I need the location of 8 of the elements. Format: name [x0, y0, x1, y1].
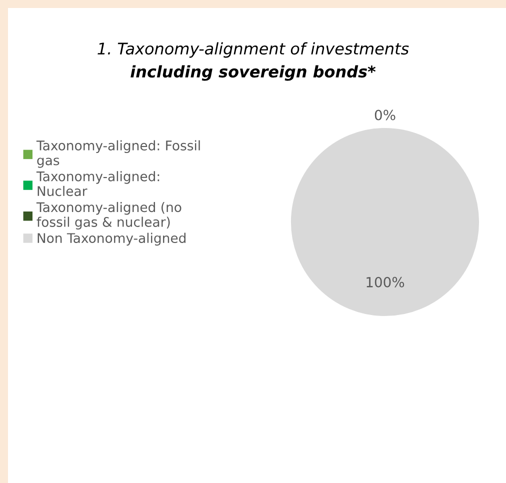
legend-label: Taxonomy-aligned: Nuclear [36, 171, 160, 196]
chart-title: 1. Taxonomy-alignment of investments [98, 42, 409, 58]
legend-label: Taxonomy-aligned: Fossil gas [36, 140, 200, 168]
chart-subtitle: including sovereign bonds* [130, 65, 376, 81]
legend-label: Non Taxonomy-aligned [38, 232, 186, 246]
data-label: 100% [366, 276, 404, 288]
text: 0% [374, 110, 396, 120]
legend-label: Taxonomy-aligned (no fossil gas & nuclear) [36, 202, 182, 230]
